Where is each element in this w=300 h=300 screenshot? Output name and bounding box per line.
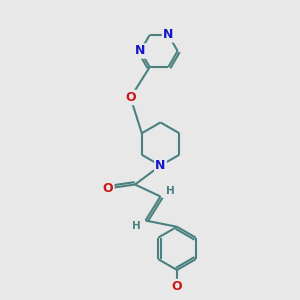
Text: H: H xyxy=(131,221,140,231)
Text: N: N xyxy=(163,28,173,41)
Text: O: O xyxy=(103,182,113,195)
Text: O: O xyxy=(125,91,136,104)
Text: N: N xyxy=(155,159,166,172)
Text: N: N xyxy=(135,44,146,58)
Text: O: O xyxy=(172,280,182,293)
Text: H: H xyxy=(166,186,175,196)
